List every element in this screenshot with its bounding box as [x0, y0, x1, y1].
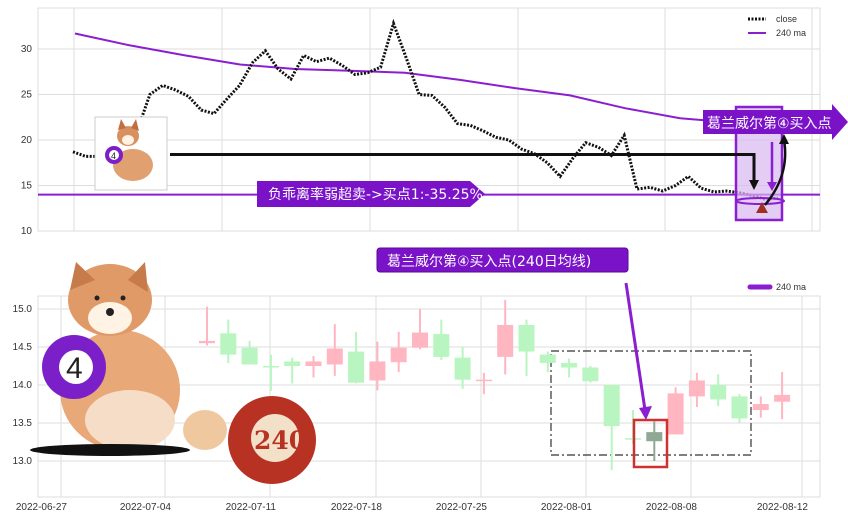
dog-with-ball-image: 4 240	[30, 262, 316, 484]
candle-body	[475, 379, 492, 382]
candle-body	[284, 361, 301, 366]
buy-triangle-marker	[756, 202, 768, 213]
candle-body	[710, 385, 727, 400]
bias-banner-text: 负乖离率弱超卖->买点1:-35.25%	[268, 186, 483, 203]
buy-point-banner-text: 葛兰威尔第④买入点	[707, 115, 832, 132]
candle-body	[199, 340, 215, 344]
top-ytick-label: 30	[21, 44, 33, 55]
buy-zone-ellipse	[735, 197, 785, 205]
curved-arrow	[764, 139, 787, 206]
pointer-arrow-head	[639, 406, 652, 420]
bottom-xtick-label: 2022-07-18	[331, 502, 383, 513]
legend-ma-label: 240 ma	[776, 28, 806, 38]
small-dog-image: 4	[94, 116, 168, 191]
candle-body	[561, 362, 578, 368]
top-ytick-label: 20	[21, 135, 33, 146]
ma-240-line	[74, 32, 791, 127]
bottom-xtick-label: 2022-07-11	[226, 502, 277, 513]
purple-arrow-head	[767, 182, 777, 191]
top-ytick-label: 25	[21, 90, 33, 101]
candle-body	[539, 354, 556, 363]
svg-text:4: 4	[111, 151, 116, 161]
candle-body	[412, 332, 428, 348]
candle-body	[326, 348, 343, 365]
top-price-chart: 10 15 20 25 30 负乖离率弱超卖->买点1:-35.25% 葛兰威尔第④买入…	[21, 7, 848, 237]
bottom-xtick-label: 2022-07-04	[120, 502, 172, 513]
candle-body	[305, 361, 322, 366]
top-legend: close 240 ma	[748, 14, 806, 38]
top-ytick-label: 15	[21, 181, 33, 192]
candle-body	[603, 385, 620, 427]
curved-arrow-head	[779, 134, 789, 144]
title-banner	[376, 247, 629, 273]
buy-point-banner	[703, 104, 848, 140]
candle-body	[369, 361, 386, 381]
candle-body	[241, 347, 258, 365]
candle-body	[667, 393, 684, 435]
bottom-ytick-label: 13.0	[13, 456, 33, 467]
candle-body	[433, 334, 450, 357]
bottom-xtick-label: 2022-06-27	[16, 502, 68, 513]
candle-body	[774, 394, 791, 402]
bottom-ytick-label: 13.5	[13, 418, 33, 429]
bottom-xtick-label: 2022-07-25	[436, 502, 488, 513]
legend-bottom-ma-label: 240 ma	[776, 282, 806, 292]
candle-body	[582, 367, 599, 382]
pointer-arrow	[624, 282, 647, 411]
legend-close-label: close	[776, 14, 797, 24]
bias-banner	[257, 181, 485, 207]
candle-body	[646, 432, 663, 442]
bottom-ytick-label: 15.0	[13, 304, 33, 315]
candle-body	[348, 351, 365, 383]
bottom-xtick-label: 2022-08-08	[646, 502, 698, 513]
dashdot-region-box	[550, 350, 752, 456]
close-line	[72, 18, 779, 201]
bottom-xtick-label: 2022-08-12	[757, 502, 809, 513]
candle-body	[752, 404, 769, 411]
bottom-ytick-label: 14.5	[13, 342, 33, 353]
candle-body	[390, 347, 407, 363]
highlight-candle-box	[632, 418, 669, 469]
candle-body	[262, 366, 279, 368]
candle-body	[220, 333, 237, 355]
arrow-line	[170, 153, 756, 182]
candle-body	[497, 324, 514, 357]
candle-body	[731, 396, 748, 419]
bottom-candlestick-chart: 13.0 13.5 14.0 14.5 15.0 2022-06-27 2022-07-0…	[13, 247, 821, 513]
svg-text:240: 240	[254, 426, 306, 455]
candle-body	[454, 357, 471, 380]
bottom-xtick-label: 2022-08-01	[541, 502, 593, 513]
svg-text:4: 4	[66, 352, 83, 385]
arrow-head	[749, 180, 759, 190]
candle-body	[518, 324, 535, 352]
bottom-chart-title: 葛兰威尔第④买入点(240日均线)	[387, 253, 591, 270]
top-ytick-label: 10	[21, 226, 33, 237]
bottom-ytick-label: 14.0	[13, 380, 33, 391]
candle-body	[688, 380, 705, 397]
bottom-legend: 240 ma	[747, 282, 806, 292]
